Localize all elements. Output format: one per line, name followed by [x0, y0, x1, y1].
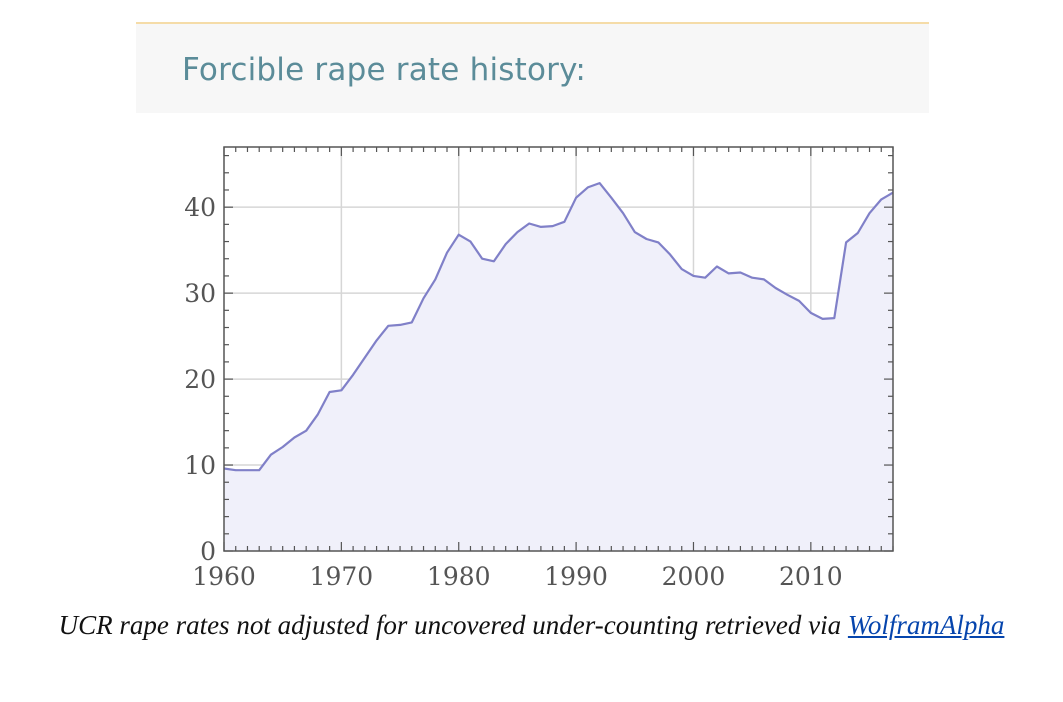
y-tick-label-0: 0 — [200, 537, 216, 566]
y-tick-label-10: 10 — [184, 451, 216, 480]
x-tick-label-1960: 1960 — [192, 562, 256, 591]
rape-rate-chart: 1960 1970 1980 1990 2000 2010 0 10 20 30 40 — [184, 146, 894, 591]
caption-text: UCR rape rates not adjusted for uncovere… — [58, 610, 842, 640]
x-tick-label-1990: 1990 — [544, 562, 608, 591]
section-header: Forcible rape rate history: — [136, 22, 929, 113]
figure-caption: UCR rape rates not adjusted for uncovere… — [0, 610, 1063, 641]
y-axis-tick-labels: 0 10 20 30 40 — [184, 193, 216, 566]
rate-series-line — [223, 182, 894, 472]
y-tick-label-30: 30 — [184, 279, 216, 308]
minor-ticks — [223, 147, 894, 552]
x-tick-label-2000: 2000 — [662, 562, 726, 591]
wolframalpha-link[interactable]: WolframAlpha — [847, 610, 1005, 640]
rate-area-fill — [224, 183, 893, 551]
plot-frame — [223, 146, 894, 552]
x-tick-label-1970: 1970 — [310, 562, 374, 591]
section-title: Forcible rape rate history: — [182, 52, 587, 88]
x-tick-label-1980: 1980 — [427, 562, 491, 591]
x-tick-label-2010: 2010 — [779, 562, 843, 591]
y-tick-label-40: 40 — [184, 193, 216, 222]
x-axis-tick-labels: 1960 1970 1980 1990 2000 2010 — [192, 562, 842, 591]
y-tick-label-20: 20 — [184, 365, 216, 394]
